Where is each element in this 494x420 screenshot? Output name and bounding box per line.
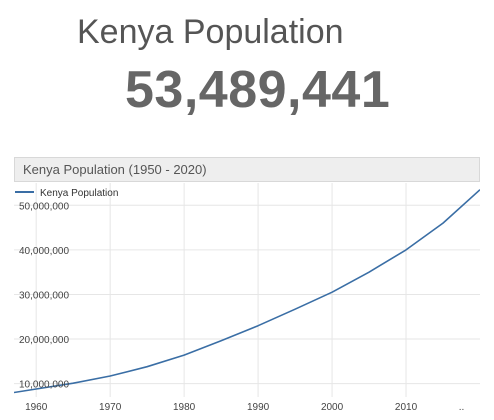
population-value: 53,489,441 [125, 61, 391, 119]
chart-title: Kenya Population (1950 - 2020) [23, 162, 207, 177]
x-tick-label: 1980 [173, 402, 196, 413]
y-tick-label: 40,000,000 [19, 246, 69, 257]
series-line [14, 189, 480, 394]
population-chart: Kenya Population 10,000,000 20,000,000 30,… [14, 183, 480, 413]
x-tick-label: 2010 [395, 402, 418, 413]
chart-title-bar: Kenya Population (1950 - 2020) [14, 157, 480, 182]
y-tick-label: 30,000,000 [19, 290, 69, 301]
x-tick-label: .. [459, 402, 465, 413]
x-tick-label: 1970 [99, 402, 122, 413]
page-title: Kenya Population [77, 13, 344, 51]
x-tick-label: 1960 [25, 402, 48, 413]
y-tick-label: 50,000,000 [19, 201, 69, 212]
x-tick-label: 2000 [321, 402, 344, 413]
chart-container: Kenya Population (1950 - 2020) Kenya Pop… [14, 157, 480, 419]
y-tick-label: 10,000,000 [19, 380, 69, 391]
x-tick-label: 1990 [247, 402, 270, 413]
legend-label: Kenya Population [40, 188, 118, 199]
y-tick-label: 20,000,000 [19, 335, 69, 346]
